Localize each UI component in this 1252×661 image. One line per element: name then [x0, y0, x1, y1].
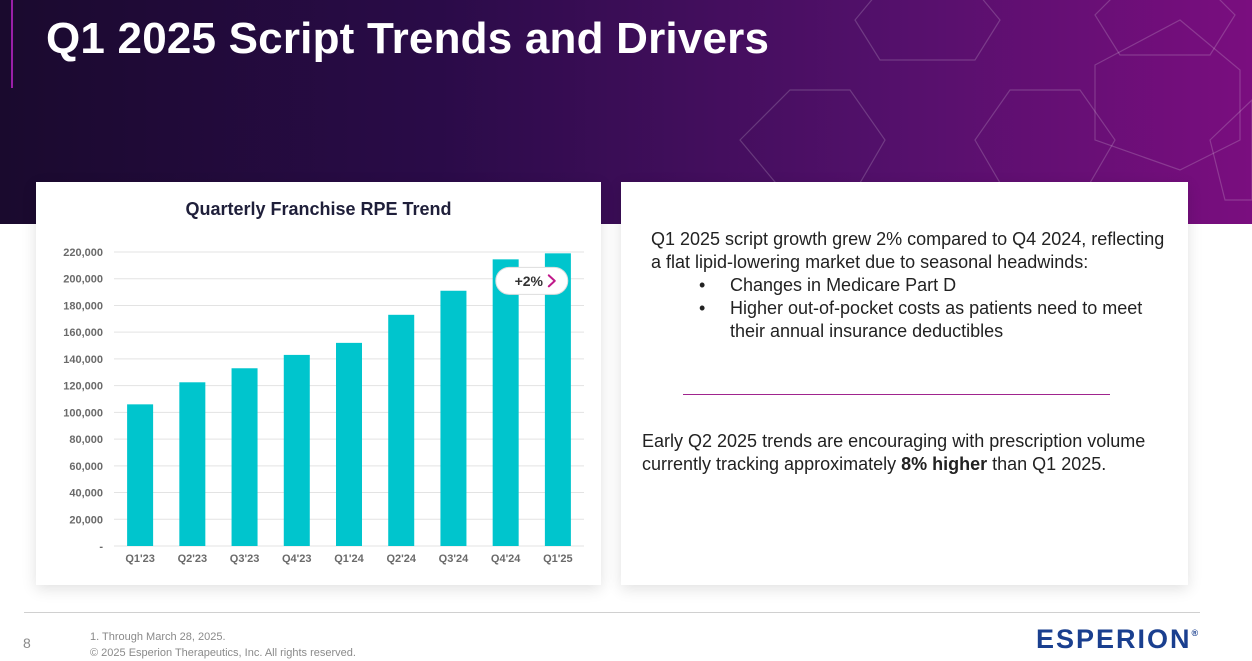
- chart-bar: [283, 354, 310, 546]
- list-item: • Changes in Medicare Part D: [651, 274, 1171, 297]
- paragraph-2-text-end: than Q1 2025.: [987, 454, 1107, 474]
- section-divider: [683, 394, 1110, 395]
- commentary-paragraph-2: Early Q2 2025 trends are encouraging wit…: [642, 430, 1182, 476]
- y-tick-label: 80,000: [69, 434, 103, 446]
- growth-annotation-pill: [495, 266, 569, 295]
- chevron-right-icon: [547, 274, 556, 288]
- list-item-text: Changes in Medicare Part D: [730, 275, 957, 295]
- commentary-card: Q1 2025 script growth grew 2% compared t…: [621, 182, 1188, 585]
- x-tick-label: Q4'24: [491, 553, 521, 565]
- list-item-text: Higher out-of-pocket costs as patients n…: [730, 298, 1143, 341]
- y-tick-label: 160,000: [63, 327, 103, 339]
- footnote-1: 1. Through March 28, 2025.: [90, 631, 226, 643]
- y-tick-label: 140,000: [63, 354, 103, 366]
- chart-bar: [127, 404, 154, 546]
- chart-bar: [544, 253, 571, 546]
- y-tick-label: 180,000: [63, 300, 103, 312]
- footer-divider: [24, 612, 1200, 613]
- commentary-block: Q1 2025 script growth grew 2% compared t…: [651, 228, 1171, 343]
- x-tick-label: Q2'24: [386, 553, 416, 565]
- bar-chart: - 20,000 40,000 60,000 80,000 100,000 120,000 1…: [63, 247, 584, 565]
- y-tick-label: 220,000: [63, 247, 103, 259]
- copyright-text: © 2025 Esperion Therapeutics, Inc. All r…: [90, 647, 356, 659]
- commentary-paragraph-1: Q1 2025 script growth grew 2% compared t…: [651, 229, 1165, 272]
- x-tick-label: Q1'23: [125, 553, 155, 565]
- chart-bar: [388, 314, 415, 546]
- x-tick-label: Q2'23: [178, 553, 208, 565]
- chart-bar: [179, 382, 206, 546]
- x-tick-label: Q1'24: [334, 553, 364, 565]
- paragraph-2-highlight: 8% higher: [901, 454, 988, 474]
- chart-card: Quarterly Franchise RPE Trend - 20,000 40,…: [36, 182, 601, 585]
- chart-title: Quarterly Franchise RPE Trend: [185, 199, 452, 219]
- y-tick-label: 200,000: [63, 274, 103, 286]
- footnotes: 1. Through March 28, 2025. © 2025 Esperi…: [90, 629, 356, 661]
- x-tick-label: Q3'24: [439, 553, 469, 565]
- page-number: 8: [23, 635, 31, 651]
- bullet-glyph: •: [699, 275, 706, 295]
- x-tick-label: Q4'23: [282, 553, 312, 565]
- logo-wordmark: ESPERION: [1036, 624, 1192, 654]
- chart-bar: [492, 259, 519, 546]
- list-item: • Higher out-of-pocket costs as patients…: [651, 297, 1171, 343]
- y-tick-label: 40,000: [69, 488, 103, 500]
- page-title: Q1 2025 Script Trends and Drivers: [46, 14, 770, 63]
- growth-annotation-label: +2%: [515, 273, 544, 289]
- y-tick-label: 120,000: [63, 381, 103, 393]
- y-tick-label: 60,000: [69, 461, 103, 473]
- chart-bar: [336, 342, 362, 546]
- chart-bar: [440, 290, 467, 546]
- bullet-glyph: •: [699, 298, 706, 318]
- drivers-list: • Changes in Medicare Part D • Higher ou…: [651, 274, 1171, 343]
- registered-mark: ®: [1191, 628, 1199, 638]
- y-tick-label: 100,000: [63, 407, 103, 419]
- chart-bar: [231, 368, 258, 546]
- x-tick-label: Q1'25: [543, 553, 573, 565]
- y-tick-label: -: [99, 541, 103, 553]
- x-tick-label: Q3'23: [230, 553, 260, 565]
- paragraph-2-text-start: Early Q2 2025 trends are encouraging wit…: [642, 431, 1146, 474]
- y-tick-label: 20,000: [69, 514, 103, 526]
- title-accent-bar: [11, 0, 13, 88]
- company-logo: ESPERION®: [1036, 624, 1198, 655]
